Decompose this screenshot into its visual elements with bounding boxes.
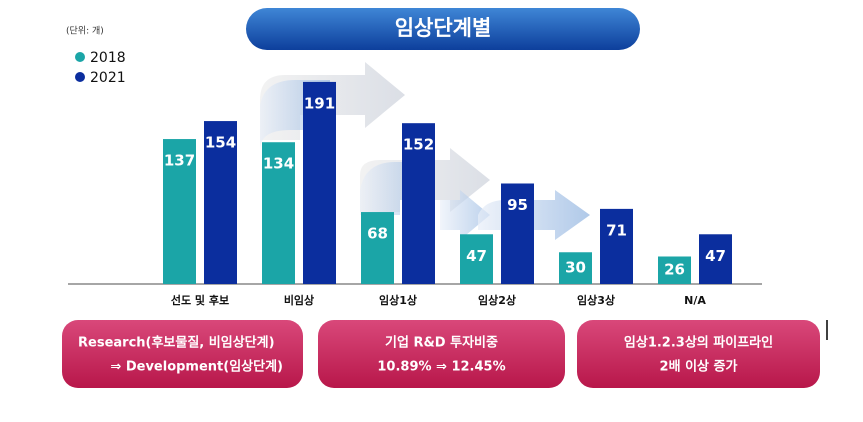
value-label: 47 bbox=[466, 247, 487, 265]
bar bbox=[361, 212, 394, 284]
callout-text: ⇒ Development(임상단계) bbox=[110, 359, 283, 375]
value-label: 191 bbox=[304, 94, 335, 112]
x-tick-label: 임상1상 bbox=[379, 293, 417, 307]
value-label: 152 bbox=[403, 136, 434, 154]
value-label: 47 bbox=[705, 247, 726, 265]
value-label: 26 bbox=[664, 261, 685, 279]
legend-dot bbox=[75, 72, 85, 82]
bar bbox=[262, 142, 295, 284]
x-tick-label: 비임상 bbox=[284, 293, 314, 307]
x-tick-label: 임상3상 bbox=[577, 293, 615, 307]
callout-text: 10.89% ⇒ 12.45% bbox=[377, 360, 505, 375]
bar bbox=[600, 208, 633, 284]
callout-box bbox=[62, 320, 303, 388]
value-label: 30 bbox=[565, 259, 586, 277]
callout-text: 임상1.2.3상의 파이프라인 bbox=[624, 335, 773, 351]
value-label: 95 bbox=[507, 196, 528, 214]
bar bbox=[163, 139, 196, 284]
x-tick-label: N/A bbox=[684, 294, 706, 307]
value-label: 68 bbox=[367, 225, 388, 243]
callout-text: 2배 이상 증가 bbox=[660, 359, 738, 375]
bar bbox=[559, 252, 592, 284]
callout-text: Research(후보물질, 비임상단계) bbox=[78, 335, 275, 351]
legend-dot bbox=[75, 52, 85, 62]
callout-box bbox=[577, 320, 820, 388]
legend-label: 2021 bbox=[90, 70, 126, 86]
callout-text: 기업 R&D 투자비중 bbox=[385, 336, 498, 351]
bar bbox=[402, 123, 435, 285]
value-label: 154 bbox=[205, 134, 236, 152]
chart-title: 임상단계별 bbox=[395, 16, 492, 40]
bar bbox=[699, 234, 732, 284]
x-tick-label: 임상2상 bbox=[478, 293, 516, 307]
legend-label: 2018 bbox=[90, 50, 126, 66]
bar bbox=[303, 81, 336, 284]
bar bbox=[501, 183, 534, 284]
bar bbox=[460, 234, 493, 284]
value-label: 134 bbox=[263, 155, 294, 173]
value-label: 137 bbox=[164, 152, 195, 170]
x-tick-label: 선도 및 후보 bbox=[171, 293, 229, 307]
title-pill bbox=[246, 8, 640, 50]
value-label: 71 bbox=[606, 221, 627, 239]
callout-box bbox=[318, 320, 565, 388]
unit-note: (단위: 개) bbox=[66, 26, 104, 37]
bar bbox=[658, 256, 691, 284]
bar bbox=[204, 121, 237, 285]
